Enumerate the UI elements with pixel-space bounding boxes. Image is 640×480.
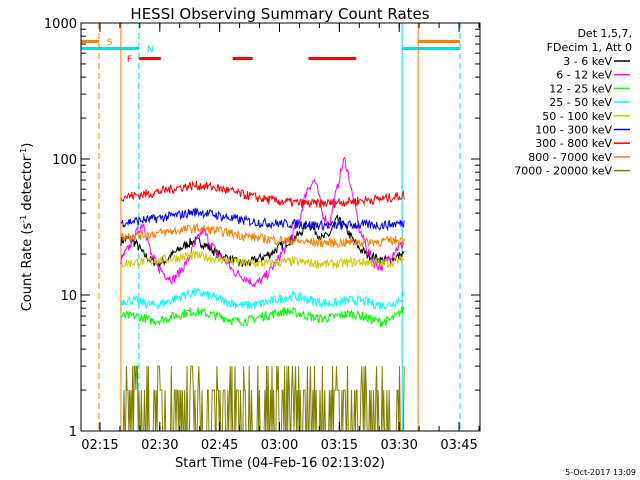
legend-label: 300 - 800 keV xyxy=(535,137,612,150)
saa-flag-label: S xyxy=(107,38,113,48)
y-axis-label-sup-1: -1 xyxy=(19,215,28,223)
x-axis-ticks: 02:15 02:30 02:45 03:00 03:15 03:30 03:45 xyxy=(81,23,480,453)
flare-flag-bar xyxy=(308,57,357,60)
legend-label: 12 - 25 keV xyxy=(549,82,612,95)
flare-flag-label: F xyxy=(127,55,132,65)
legend-header-detectors: Det 1,5,7, xyxy=(577,27,632,40)
y-axis-label: Count Rate (s-1 detector-1) xyxy=(19,143,35,312)
x-tick-label: 03:00 xyxy=(261,438,298,453)
legend-label: 7000 - 20000 keV xyxy=(514,165,612,178)
y-axis-label-end: ) xyxy=(20,143,35,148)
y-axis-label-mid: detector xyxy=(20,155,35,215)
legend-label: 3 - 6 keV xyxy=(563,55,612,68)
y-axis-label-base: Count Rate (s xyxy=(20,223,35,312)
y-tick-label: 1000 xyxy=(44,17,77,32)
series-line xyxy=(120,207,405,232)
saa-flag-bar xyxy=(418,40,461,43)
legend-label: 100 - 300 keV xyxy=(535,124,612,137)
series-line xyxy=(120,180,405,209)
night-flag-bar xyxy=(402,47,461,50)
x-tick-label: 03:15 xyxy=(321,438,358,453)
x-tick-label: 02:45 xyxy=(201,438,238,453)
series-line xyxy=(120,156,405,288)
x-tick-label: 02:30 xyxy=(141,438,178,453)
footer-date: 5-Oct-2017 13:09 xyxy=(565,468,636,477)
series-line xyxy=(120,222,405,248)
legend-label: 25 - 50 keV xyxy=(549,96,612,109)
y-tick-label: 100 xyxy=(52,153,77,168)
legend-label: 6 - 12 keV xyxy=(556,69,612,82)
saa-flag-bar xyxy=(81,40,99,43)
night-flag-label: N xyxy=(147,45,154,55)
series-layer xyxy=(120,156,405,432)
plot-frame xyxy=(80,22,481,432)
x-tick-label: 03:30 xyxy=(380,438,417,453)
series-line xyxy=(120,250,405,270)
y-axis-label-sup-2: -1 xyxy=(19,148,28,156)
legend-header-decimation: FDecim 1, Att 0 xyxy=(547,41,632,54)
y-tick-label: 1 xyxy=(69,425,77,440)
legend-label: 800 - 7000 keV xyxy=(528,151,612,164)
x-tick-label: 03:45 xyxy=(440,438,477,453)
flare-flag-bar xyxy=(232,57,253,60)
series-line xyxy=(120,365,405,432)
x-tick-label: 02:15 xyxy=(81,438,118,453)
x-axis-label: Start Time (04-Feb-16 02:13:02) xyxy=(175,456,385,471)
series-line xyxy=(120,306,405,327)
y-tick-label: 10 xyxy=(60,289,77,304)
flag-bars: S N F xyxy=(81,38,461,65)
flare-flag-bar xyxy=(138,57,161,60)
chart-title: HESSI Observing Summary Count Rates xyxy=(130,5,429,23)
night-flag-bar xyxy=(81,47,139,50)
series-line xyxy=(120,287,405,311)
legend-label: 50 - 100 keV xyxy=(542,110,612,123)
y-axis-ticks: 1 10 100 1000 xyxy=(44,17,480,440)
